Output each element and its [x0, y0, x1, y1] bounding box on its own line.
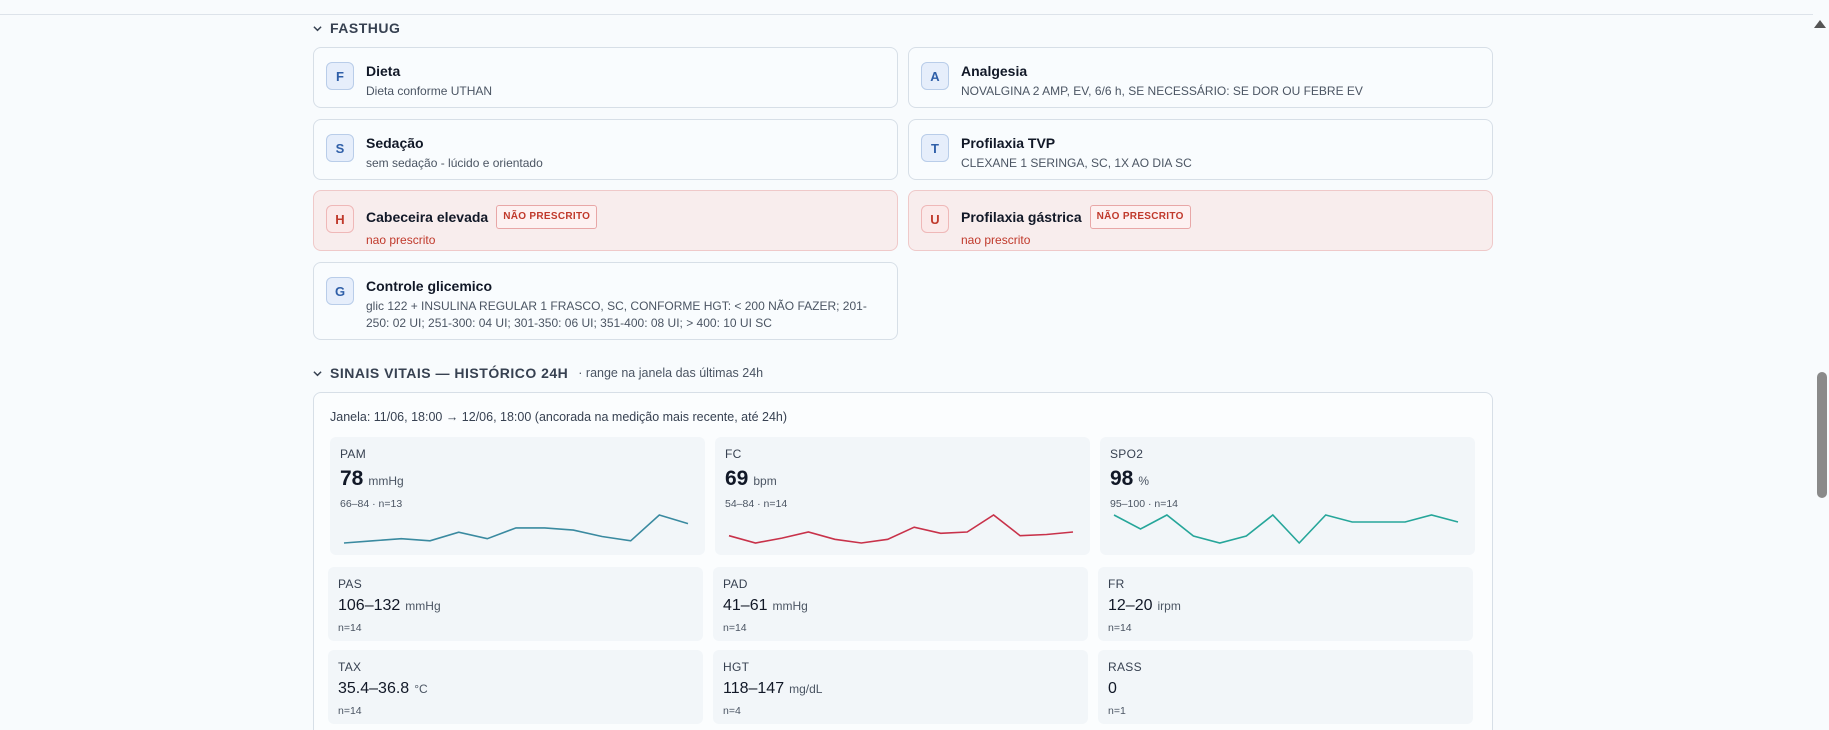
vital-unit: mmHg — [405, 599, 441, 613]
vital-unit: °C — [414, 682, 428, 696]
vital-tile-pas: PAS 106–132 mmHg n=14 — [328, 567, 703, 641]
card-text: glic 122 + INSULINA REGULAR 1 FRASCO, SC… — [366, 299, 867, 330]
scrollbar-thumb[interactable] — [1817, 372, 1827, 498]
fasthug-section-header[interactable]: FASTHUG — [313, 18, 400, 38]
status-badge: NÃO PRESCRITO — [1089, 205, 1191, 229]
chevron-down-icon[interactable] — [313, 24, 322, 33]
top-divider — [0, 14, 1813, 15]
fasthug-card-h: H Cabeceira elevada NÃO PRESCRITO nao pr… — [313, 190, 898, 251]
vital-label: FR — [1108, 577, 1125, 591]
sparkline — [1113, 513, 1459, 545]
vital-unit: mg/dL — [789, 682, 823, 696]
chevron-down-icon[interactable] — [313, 369, 322, 378]
vital-label: PAS — [338, 577, 363, 591]
card-letter: A — [921, 62, 949, 90]
card-text: CLEXANE 1 SERINGA, SC, 1X AO DIA SC — [961, 156, 1192, 170]
vital-meta: 54–84 · n=14 — [725, 498, 788, 510]
vital-meta: n=1 — [1108, 705, 1126, 717]
fasthug-card-a: A Analgesia NOVALGINA 2 AMP, EV, 6/6 h, … — [908, 47, 1493, 108]
sparkline-series — [343, 514, 689, 544]
vital-value: 78 — [340, 467, 364, 490]
sparkline-series — [1113, 513, 1459, 545]
scroll-up-arrow-icon[interactable] — [1814, 20, 1826, 28]
vital-value: 106–132 — [338, 597, 401, 614]
vital-meta: 95–100 · n=14 — [1110, 498, 1179, 510]
vital-tile-tax: TAX 35.4–36.8 °C n=14 — [328, 650, 703, 724]
vital-meta: n=14 — [338, 622, 362, 634]
vital-tile-fr: FR 12–20 irpm n=14 — [1098, 567, 1473, 641]
card-letter: S — [326, 134, 354, 162]
vitals-section-header[interactable]: SINAIS VITAIS — HISTÓRICO 24H · range na… — [313, 363, 763, 383]
vital-tile-hgt: HGT 118–147 mg/dL n=4 — [713, 650, 1088, 724]
card-title: Profilaxia TVP — [961, 135, 1056, 151]
vital-tile-pam: PAM 78 mmHg 66–84 · n=13 — [330, 437, 705, 555]
card-letter: H — [326, 205, 354, 233]
vital-meta: 66–84 · n=13 — [340, 498, 403, 510]
vital-unit: irpm — [1157, 599, 1181, 613]
card-text: sem sedação - lúcido e orientado — [366, 156, 543, 170]
vital-label: RASS — [1108, 660, 1142, 674]
card-letter: T — [921, 134, 949, 162]
fasthug-card-g: G Controle glicemico glic 122 + INSULINA… — [313, 262, 898, 340]
card-text: NOVALGINA 2 AMP, EV, 6/6 h, SE NECESSÁRI… — [961, 84, 1363, 98]
vitals-panel: Janela: 11/06, 18:00 → 12/06, 18:00 (anc… — [313, 392, 1493, 730]
card-letter: G — [326, 277, 354, 305]
fasthug-card-t: T Profilaxia TVP CLEXANE 1 SERINGA, SC, … — [908, 119, 1493, 180]
vital-tile-rass: RASS 0 n=1 — [1098, 650, 1473, 724]
card-title: Profilaxia gástrica — [961, 209, 1082, 225]
fasthug-card-s: S Sedação sem sedação - lúcido e orienta… — [313, 119, 898, 180]
vital-unit: % — [1138, 474, 1150, 488]
vital-value: 12–20 — [1108, 597, 1153, 614]
card-letter: F — [326, 62, 354, 90]
vital-value: 35.4–36.8 — [338, 680, 410, 697]
card-title: Cabeceira elevada — [366, 209, 489, 225]
vital-tile-fc: FC 69 bpm 54–84 · n=14 — [715, 437, 1090, 555]
fasthug-card-f: F Dieta Dieta conforme UTHAN — [313, 47, 898, 108]
vital-label: HGT — [723, 660, 750, 674]
card-text: Dieta conforme UTHAN — [366, 84, 493, 98]
vital-label: FC — [725, 447, 742, 461]
window-range-text: Janela: 11/06, 18:00 → 12/06, 18:00 (anc… — [330, 410, 788, 424]
vital-meta: n=14 — [723, 622, 747, 634]
vital-label: PAD — [723, 577, 748, 591]
card-text: nao prescrito — [366, 233, 436, 247]
card-letter: U — [921, 205, 949, 233]
card-title: Dieta — [366, 63, 401, 79]
vital-unit: bpm — [753, 474, 777, 488]
vital-meta: n=14 — [1108, 622, 1132, 634]
card-text: nao prescrito — [961, 233, 1031, 247]
vital-value: 41–61 — [723, 597, 768, 614]
vital-unit: mmHg — [368, 474, 404, 488]
fasthug-card-u: U Profilaxia gástrica NÃO PRESCRITO nao … — [908, 190, 1493, 251]
status-badge: NÃO PRESCRITO — [496, 205, 598, 229]
vital-meta: n=14 — [338, 705, 362, 717]
fasthug-title: FASTHUG — [330, 20, 401, 36]
card-title: Controle glicemico — [366, 278, 493, 294]
vitals-subtitle: · range na janela das últimas 24h — [578, 366, 764, 380]
vital-value: 69 — [725, 467, 749, 490]
sparkline — [343, 514, 689, 544]
vital-tile-spo2: SPO2 98 % 95–100 · n=14 — [1100, 437, 1475, 555]
vital-meta: n=4 — [723, 705, 741, 717]
card-title: Sedação — [366, 135, 424, 151]
vital-label: PAM — [340, 447, 367, 461]
vital-label: TAX — [338, 660, 362, 674]
sparkline — [728, 514, 1074, 544]
vital-label: SPO2 — [1110, 447, 1144, 461]
scrollbar[interactable] — [1813, 0, 1829, 730]
vital-unit: mmHg — [772, 599, 808, 613]
sparkline-series — [728, 514, 1074, 544]
vitals-title: SINAIS VITAIS — HISTÓRICO 24H — [330, 365, 569, 381]
vital-value: 118–147 — [723, 680, 785, 697]
vital-tile-pad: PAD 41–61 mmHg n=14 — [713, 567, 1088, 641]
card-title: Analgesia — [961, 63, 1028, 79]
vital-value: 0 — [1108, 680, 1117, 697]
vital-value: 98 — [1110, 467, 1134, 490]
